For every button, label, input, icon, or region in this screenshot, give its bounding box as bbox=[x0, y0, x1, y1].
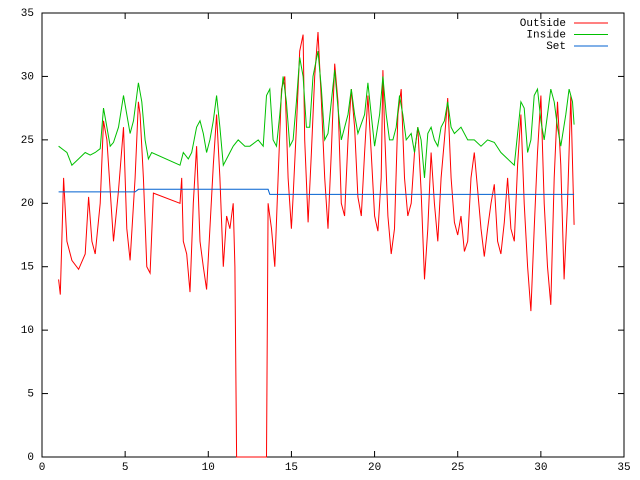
legend-label: Inside bbox=[526, 29, 566, 41]
x-tick-label: 20 bbox=[368, 462, 381, 474]
series-line bbox=[58, 51, 575, 178]
x-tick-label: 25 bbox=[451, 462, 464, 474]
x-tick-label: 0 bbox=[39, 462, 46, 474]
y-tick-label: 15 bbox=[21, 262, 34, 274]
x-tick-label: 5 bbox=[122, 462, 129, 474]
x-tick-label: 10 bbox=[202, 462, 215, 474]
y-tick-label: 10 bbox=[21, 325, 34, 337]
plot-frame bbox=[41, 12, 625, 458]
y-tick-label: 0 bbox=[27, 452, 34, 464]
series-line bbox=[58, 188, 575, 195]
x-tick-label: 15 bbox=[285, 462, 298, 474]
legend-label: Set bbox=[546, 41, 566, 53]
series-line bbox=[58, 31, 575, 458]
y-tick-label: 35 bbox=[21, 8, 34, 20]
y-tick-label: 30 bbox=[21, 71, 34, 83]
y-tick-label: 5 bbox=[27, 388, 34, 400]
legend-label: Outside bbox=[520, 18, 566, 30]
x-tick-label: 30 bbox=[534, 462, 547, 474]
x-tick-label: 35 bbox=[617, 462, 630, 474]
y-tick-label: 25 bbox=[21, 135, 34, 147]
y-tick-label: 20 bbox=[21, 198, 34, 210]
